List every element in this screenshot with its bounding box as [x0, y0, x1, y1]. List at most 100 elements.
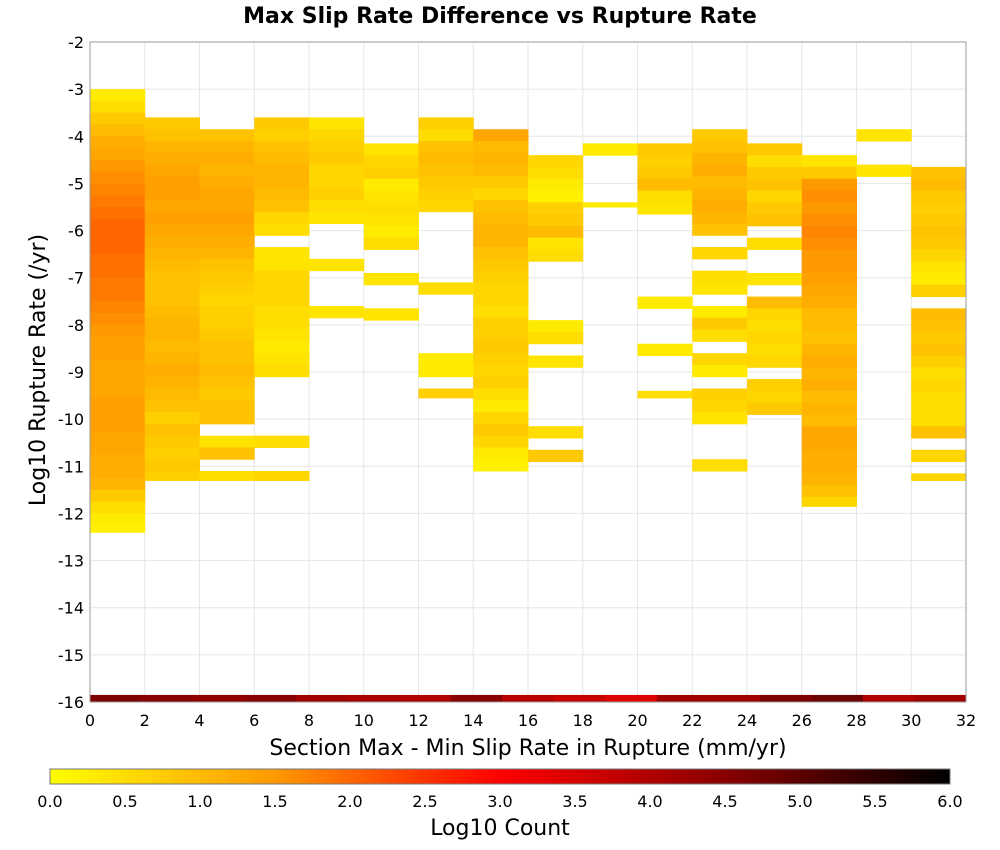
heatmap-cell [363, 143, 419, 156]
heatmap-cell [473, 270, 529, 283]
marginal-cell [759, 694, 812, 702]
heatmap-cell [911, 273, 967, 286]
heatmap-cell [801, 485, 857, 498]
heatmap-cell [144, 152, 200, 166]
heatmap-cell [309, 211, 365, 224]
heatmap-cell [911, 261, 967, 274]
heatmap-cell [747, 379, 803, 392]
heatmap-cell [90, 501, 146, 514]
heatmap-cell [90, 372, 146, 385]
heatmap-cell [199, 176, 255, 189]
colorbar-tick-label: 1.5 [262, 792, 287, 811]
x-tick-label: 18 [573, 711, 593, 730]
heatmap-cell [199, 152, 255, 166]
colorbar-tick-label: 0.0 [37, 792, 62, 811]
heatmap-cell [363, 237, 419, 250]
heatmap-cell [254, 341, 310, 354]
heatmap-cell [801, 225, 857, 239]
heatmap-cell [144, 129, 200, 142]
heatmap-cell [254, 223, 310, 236]
heatmap-cell [144, 364, 200, 378]
heatmap-cell [528, 202, 584, 215]
heatmap-cell [199, 141, 255, 154]
colorbar-tick-label: 5.0 [787, 792, 812, 811]
heatmap-cell [801, 355, 857, 368]
heatmap-cell [637, 296, 693, 309]
heatmap-cell [90, 289, 146, 302]
y-tick-label: -8 [68, 316, 84, 335]
heatmap-cell [144, 400, 200, 413]
heatmap-cell [199, 247, 255, 260]
heatmap-cell [309, 306, 365, 319]
y-tick-label: -11 [58, 457, 84, 476]
heatmap-cell [528, 331, 584, 345]
heatmap-cell [199, 294, 255, 307]
marginal-cell [862, 694, 915, 702]
x-tick-label: 28 [846, 711, 866, 730]
heatmap-cell [692, 176, 748, 189]
heatmap-cell [911, 367, 967, 380]
heatmap-cell [747, 402, 803, 415]
heatmap-cell [90, 489, 146, 503]
heatmap-cell [90, 218, 146, 232]
heatmap-cell [309, 164, 365, 177]
heatmap-cell [692, 211, 748, 224]
heatmap-cell [309, 141, 365, 154]
heatmap-cell [692, 129, 748, 142]
x-axis-label: Section Max - Min Slip Rate in Rupture (… [269, 736, 786, 761]
heatmap-cell [637, 166, 693, 180]
marginal-cell [296, 694, 349, 702]
heatmap-cell [90, 348, 146, 361]
marginal-cell [450, 694, 503, 702]
heatmap-cell [309, 152, 365, 166]
heatmap-cell [199, 400, 255, 413]
heatmap-cell [747, 331, 803, 345]
heatmap-cell [692, 317, 748, 331]
heatmap-cell [144, 270, 200, 283]
heatmap-cell [144, 435, 200, 448]
heatmap-cell [801, 343, 857, 356]
heatmap-cell [528, 237, 584, 250]
heatmap-cell [90, 301, 146, 314]
heatmap-cell [199, 164, 255, 177]
heatmap-cell [199, 270, 255, 283]
heatmap-cell [473, 258, 529, 272]
heatmap-cell [473, 388, 529, 401]
heatmap-cell [911, 402, 967, 415]
heatmap-cell [90, 159, 146, 173]
heatmap-cell [90, 383, 146, 397]
heatmap-cell [692, 141, 748, 154]
heatmap-cell [199, 435, 255, 448]
heatmap-cells [90, 89, 967, 533]
heatmap-cell [747, 355, 803, 368]
heatmap-cell [418, 152, 474, 166]
heatmap-cell [254, 317, 310, 331]
heatmap-cell [473, 341, 529, 354]
heatmap-cell [856, 164, 912, 177]
heatmap-cell [692, 353, 748, 366]
heatmap-cell [473, 423, 529, 437]
x-tick-label: 16 [518, 711, 538, 730]
colorbar-tick-label: 3.0 [487, 792, 512, 811]
heatmap-cell [473, 282, 529, 295]
marginal-cell [141, 694, 194, 702]
heatmap-cell [363, 202, 419, 215]
marginal-cell [656, 694, 709, 702]
heatmap-cell [309, 129, 365, 142]
heatmap-cell [528, 155, 584, 168]
heatmap-cell [144, 306, 200, 319]
heatmap-cell [637, 202, 693, 215]
heatmap-cell [801, 473, 857, 486]
marginal-row [90, 694, 967, 702]
heatmap-cell [90, 195, 146, 208]
heatmap-cell [692, 247, 748, 260]
heatmap-cell [254, 164, 310, 177]
colorbar-tick-label: 2.5 [412, 792, 437, 811]
heatmap-cell [473, 447, 529, 460]
heatmap-cell [363, 214, 419, 227]
marginal-cell [811, 694, 864, 702]
heatmap-cell [199, 353, 255, 366]
heatmap-cell [473, 141, 529, 154]
heatmap-cell [199, 364, 255, 378]
heatmap-cell [801, 178, 857, 191]
